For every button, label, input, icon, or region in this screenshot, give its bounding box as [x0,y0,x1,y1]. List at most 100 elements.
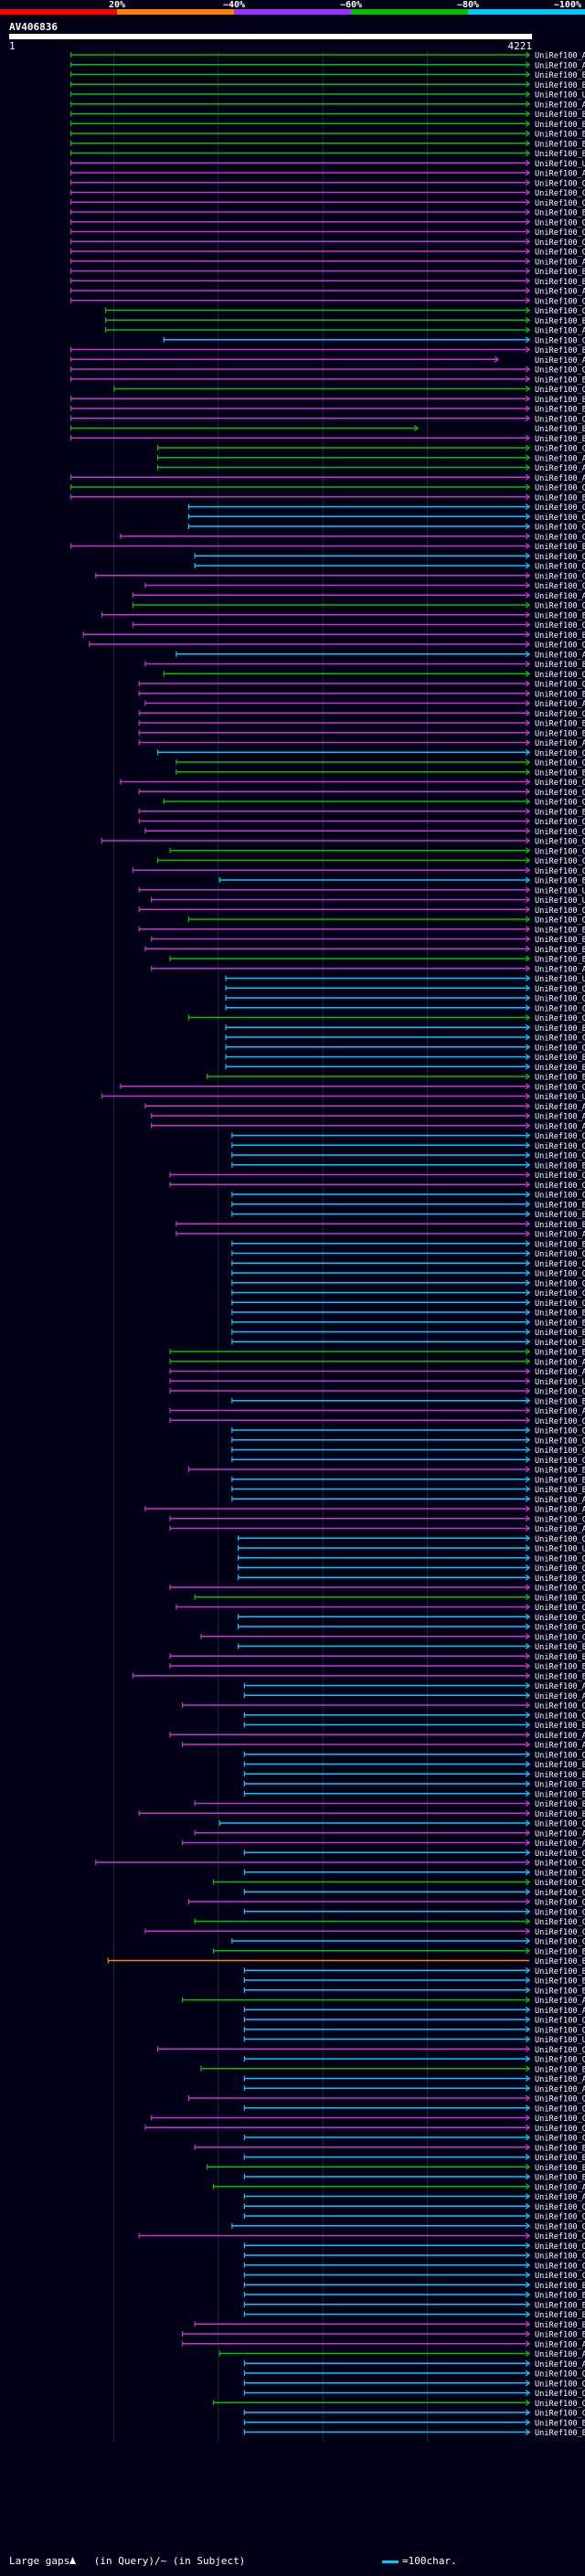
hit-label[interactable]: UniRef100_C5WYJ2 [535,189,585,198]
hit-label[interactable]: UniRef100_A7NZB0 [535,1732,585,1741]
hit-label[interactable]: UniRef100_Q9FE00 [535,1250,585,1259]
hit-label[interactable]: UniRef100_C5YM23 [535,2262,585,2271]
hit-label[interactable]: UniRef100_A7YZW5 [535,1829,585,1839]
hit-label[interactable]: UniRef100_B4FDU5 [535,1977,585,1987]
hit-label[interactable]: UniRef100_Q9LZ56 [535,239,585,248]
hit-label[interactable]: UniRef100_B8A0I7 [535,406,585,415]
hit-label[interactable]: UniRef100_Q9ZPY0 [535,1083,585,1092]
hit-label[interactable]: UniRef100_B9H0F5 [535,1024,585,1034]
hit-label[interactable]: UniRef100_B6SRT8 [535,769,585,778]
hit-label[interactable]: UniRef100_B9I1Z1 [535,1054,585,1063]
hit-label[interactable]: UniRef100_C5NYF6 [535,572,585,581]
hit-label[interactable]: UniRef100_A7PNL3 [535,101,585,110]
hit-label[interactable]: UniRef100_Q76KV1 [535,1869,585,1878]
hit-label[interactable]: UniRef100_Q41801 [535,484,585,493]
hit-label[interactable]: UniRef100_B6TMR6 [535,2331,585,2340]
hit-label[interactable]: UniRef100_Q43573 [535,995,585,1004]
hit-label[interactable]: UniRef100_Q9GLD5 [535,1427,585,1436]
hit-label[interactable]: UniRef100_Q9C7J4 [535,749,585,758]
hit-label[interactable]: UniRef100_Q43570 [535,2213,585,2222]
hit-label[interactable]: UniRef100_B8A0N0 [535,1201,585,1210]
hit-label[interactable]: UniRef100_Q8S7W1 [535,1171,585,1181]
hit-label[interactable]: UniRef100_A5NWS3 [535,464,585,473]
hit-label[interactable]: UniRef100_A2ZF38 [535,258,585,267]
hit-label[interactable]: UniRef100_B8HHN5 [535,946,585,955]
hit-label[interactable]: UniRef100_Q43574 [535,985,585,994]
hit-label[interactable]: UniRef100_Q43575 [535,1879,585,1888]
hit-label[interactable]: UniRef100_UPI000.. [535,1093,585,1102]
hit-label[interactable]: UniRef100_B6SW05 [535,1967,585,1977]
hit-label[interactable]: UniRef100_A7P9G6 [535,965,585,974]
hit-label[interactable]: UniRef100_A2YWJ0 [535,700,585,709]
hit-label[interactable]: UniRef100_C7QQF1 [535,1918,585,1927]
hit-label[interactable]: UniRef100_Q9GLD8 [535,1270,585,1279]
hit-label[interactable]: UniRef100_UPI000.. [535,2036,585,2045]
hit-label[interactable]: UniRef100_B4FHM2 [535,1349,585,1358]
hit-label[interactable]: UniRef100_B9IDM4 [535,1722,585,1731]
hit-label[interactable]: UniRef100_Q9GLF0 [535,1152,585,1161]
hit-label[interactable]: UniRef100_B9SR65 [535,1653,585,1662]
hit-label[interactable]: UniRef100_C5YP22 [535,533,585,542]
hit-label[interactable]: UniRef100_Q8LGX4 [535,2095,585,2104]
hit-label[interactable]: UniRef100_B9HRV6 [535,140,585,149]
hit-label[interactable]: UniRef100_C6T6P1 [535,1447,585,1456]
hit-label[interactable]: UniRef100_B9HYL3 [535,1643,585,1652]
hit-label[interactable]: UniRef100_C5Z1Z7 [535,2272,585,2281]
hit-label[interactable]: UniRef100_B9N3K1 [535,877,585,886]
hit-label[interactable]: UniRef100_B6SPE4 [535,1397,585,1406]
hit-label[interactable]: UniRef100_B9HEE8 [535,2301,585,2310]
hit-label[interactable]: UniRef100_Q93RR4 [535,1299,585,1309]
hit-label[interactable]: UniRef100_B9RBB8 [535,1161,585,1171]
hit-label[interactable]: UniRef100_B9GZ70 [535,2065,585,2074]
hit-label[interactable]: UniRef100_B9RL13 [535,661,585,670]
hit-label[interactable]: UniRef100_Q5GSR0 [535,681,585,690]
hit-label[interactable]: UniRef100_B9SP69 [535,493,585,503]
hit-label[interactable]: UniRef100_Q8RVW0 [535,828,585,837]
hit-label[interactable]: UniRef100_Q3EAU2 [535,366,585,376]
hit-label[interactable]: UniRef100_UPI000.. [535,160,585,169]
hit-label[interactable]: UniRef100_C1K9S5 [535,1633,585,1642]
hit-label[interactable]: UniRef100_C5W0X4 [535,857,585,866]
hit-label[interactable]: UniRef100_Q9GLC7 [535,1624,585,1633]
hit-label[interactable]: UniRef100_UPI000.. [535,896,585,906]
hit-label[interactable]: UniRef100_B9EWX1 [535,1486,585,1495]
hit-label[interactable]: UniRef100_A7P1U8 [535,52,585,61]
hit-label[interactable]: UniRef100_Q6Z3W0 [535,1417,585,1426]
hit-label[interactable]: UniRef100_Q5W6F8 [535,218,585,228]
hit-label[interactable]: UniRef100_Q76KU8 [535,2046,585,2055]
hit-label[interactable]: UniRef100_C5WM75 [535,867,585,876]
hit-label[interactable]: UniRef100_Q43385 [535,1860,585,1869]
hit-label[interactable]: UniRef100_A7NXN8 [535,1113,585,1122]
hit-label[interactable]: UniRef100_Q5Z420 [535,1889,585,1898]
hit-label[interactable]: UniRef100_B9I2T1 [535,690,585,699]
hit-label[interactable]: UniRef100_B9T2B0 [535,1947,585,1956]
hit-label[interactable]: UniRef100_Q9GLC5 [535,1436,585,1446]
hit-label[interactable]: UniRef100_Q9GLE0 [535,1279,585,1288]
hit-label[interactable]: UniRef100_C6T1I7 [535,2115,585,2124]
hit-label[interactable]: UniRef100_B6TKH8 [535,611,585,620]
hit-label[interactable]: UniRef100_A7NW36 [535,454,585,463]
hit-label[interactable]: UniRef100_Q7Y170 [535,386,585,395]
hit-label[interactable]: UniRef100_Q1DN80 [535,249,585,258]
hit-label[interactable]: UniRef100_Q5VNE4 [535,2056,585,2065]
hit-label[interactable]: UniRef100_B9SDN3 [535,2429,585,2438]
hit-label[interactable]: UniRef100_A5BB21 [535,288,585,297]
hit-label[interactable]: UniRef100_Q8L9V6 [535,641,585,651]
hit-label[interactable]: UniRef100_A5BPY6 [535,1122,585,1131]
hit-label[interactable]: UniRef100_Q9SSY7 [535,1014,585,1023]
hit-label[interactable]: UniRef100_A5NWF7 [535,651,585,660]
hit-label[interactable]: UniRef100_Q6ZG74 [535,1820,585,1829]
hit-label[interactable]: UniRef100_B6U2U9 [535,346,585,355]
hit-label[interactable]: UniRef100_B9SVY7 [535,81,585,90]
hit-label[interactable]: UniRef100_A2YDX1 [535,1231,585,1240]
hit-label[interactable]: UniRef100_Q0DRB9 [535,199,585,208]
hit-label[interactable]: UniRef100_C5X634 [535,1928,585,1937]
hit-label[interactable]: UniRef100_Q8L5S5 [535,1535,585,1544]
hit-label[interactable]: UniRef100_B6TVE8 [535,1064,585,1073]
hit-label[interactable]: UniRef100_Q9GLD8 [535,1751,585,1760]
hit-label[interactable]: UniRef100_UPI000.. [535,1545,585,1554]
hit-label[interactable]: UniRef100_Q8W0I0 [535,1564,585,1574]
hit-label[interactable]: UniRef100_B4FDY8 [535,1074,585,1083]
hit-label[interactable]: UniRef100_C5X2G2 [535,1034,585,1044]
hit-label[interactable]: UniRef100_C4J9S5 [535,504,585,513]
